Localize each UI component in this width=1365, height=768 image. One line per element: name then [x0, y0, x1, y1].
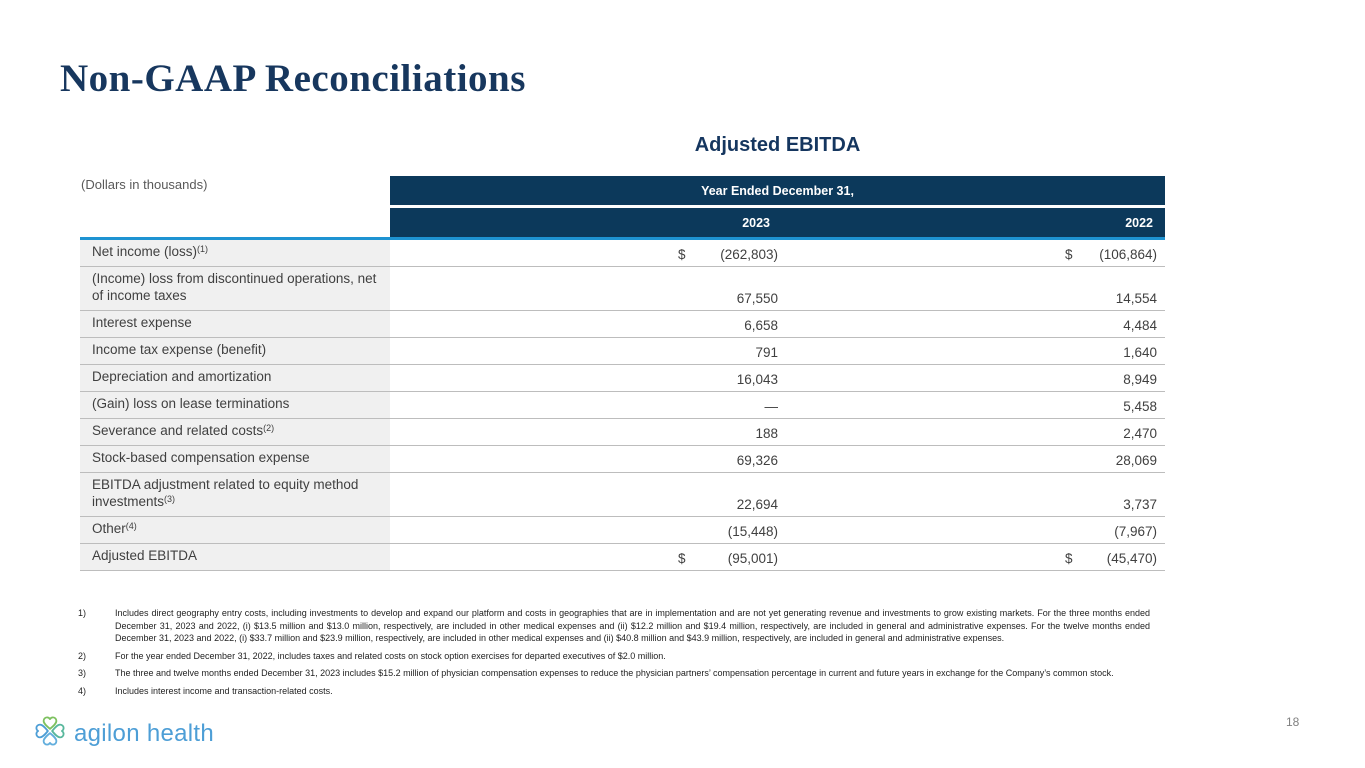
row-value-2022: $4,484: [1123, 318, 1157, 333]
footnote: 1) Includes direct geography entry costs…: [78, 607, 1150, 645]
table-header-columns: 2023 2022: [390, 208, 1165, 237]
accent-rule: [80, 237, 1165, 240]
row-value-2022: $28,069: [1115, 453, 1157, 468]
table-row: Other(4) $(15,448) $(7,967): [80, 517, 1165, 544]
page-title: Non-GAAP Reconciliations: [60, 57, 526, 100]
dollar-sign: $: [678, 551, 686, 566]
row-value-2023: $188: [755, 426, 778, 441]
footnote-ref: (2): [263, 423, 275, 433]
table-row: (Income) loss from discontinued operatio…: [80, 267, 1165, 311]
footnote-number: 2): [78, 650, 87, 661]
row-label: Severance and related costs(2): [80, 419, 390, 445]
table-row: Adjusted EBITDA $ (95,001) $ (45,470): [80, 544, 1165, 571]
footnote: 3) The three and twelve months ended Dec…: [78, 667, 1150, 680]
row-value-2023: $(15,448): [727, 524, 778, 539]
table-row: Income tax expense (benefit) $791 $1,640: [80, 338, 1165, 365]
column-header-2023: 2023: [742, 215, 770, 230]
row-value-2023: $16,043: [736, 372, 778, 387]
row-value-2022: $(7,967): [1114, 524, 1157, 539]
row-value-2022: $2,470: [1123, 426, 1157, 441]
row-value-2023: $6,658: [744, 318, 778, 333]
row-value-2023: $791: [755, 345, 778, 360]
row-value-2022: $8,949: [1123, 372, 1157, 387]
table-row: Interest expense $6,658 $4,484: [80, 311, 1165, 338]
row-value-2022: $ (45,470): [1065, 551, 1157, 566]
units-note: (Dollars in thousands): [81, 177, 208, 192]
row-label: Stock-based compensation expense: [80, 446, 390, 472]
logo: agilon health: [33, 714, 214, 753]
page-number: 18: [1286, 715, 1300, 729]
row-value-2022: $ (106,864): [1065, 247, 1157, 262]
table-body: Net income (loss)(1) $ (262,803) $ (106,86…: [80, 240, 1165, 571]
row-value-2022: $1,640: [1123, 345, 1157, 360]
row-value-2023: $ (95,001): [678, 551, 778, 566]
footnote-ref: (3): [164, 494, 176, 504]
row-label: Other(4): [80, 517, 390, 543]
table-row: (Gain) loss on lease terminations $— $5,…: [80, 392, 1165, 419]
footnote-text: For the year ended December 31, 2022, in…: [115, 650, 666, 661]
row-label: Income tax expense (benefit): [80, 338, 390, 364]
footnote: 2) For the year ended December 31, 2022,…: [78, 650, 1150, 663]
dollar-sign: $: [1065, 551, 1073, 566]
table-row: Depreciation and amortization $16,043 $8…: [80, 365, 1165, 392]
table-title: Adjusted EBITDA: [694, 134, 861, 156]
row-value-2023: $—: [764, 399, 779, 414]
table-row: EBITDA adjustment related to equity meth…: [80, 473, 1165, 517]
table-header-group: Year Ended December 31,: [390, 176, 1165, 205]
footnote: 4) Includes interest income and transact…: [78, 685, 1150, 698]
footnote-text: Includes interest income and transaction…: [115, 685, 333, 696]
row-value-2023: $22,694: [736, 497, 778, 512]
table-row: Net income (loss)(1) $ (262,803) $ (106,86…: [80, 240, 1165, 267]
row-label: EBITDA adjustment related to equity meth…: [80, 473, 390, 516]
row-label: Adjusted EBITDA: [80, 544, 390, 570]
footnote-number: 4): [78, 685, 87, 696]
footnotes: 1) Includes direct geography entry costs…: [78, 607, 1150, 702]
row-value-2022: $3,737: [1123, 497, 1157, 512]
adjusted-ebitda-table: Year Ended December 31, 2023 2022 Net in…: [80, 176, 1165, 571]
row-label: Interest expense: [80, 311, 390, 337]
row-label: (Income) loss from discontinued operatio…: [80, 267, 390, 310]
row-value-2023: $69,326: [736, 453, 778, 468]
footnote-number: 1): [78, 608, 87, 618]
dollar-sign: $: [1065, 247, 1073, 262]
row-value-2022: $14,554: [1115, 291, 1157, 306]
row-label: Depreciation and amortization: [80, 365, 390, 391]
row-label: Net income (loss)(1): [80, 240, 390, 266]
row-value-2023: $ (262,803): [678, 247, 778, 262]
agilon-clover-icon: [33, 714, 67, 753]
footnote-ref: (4): [125, 521, 137, 531]
table-row: Severance and related costs(2) $188 $2,4…: [80, 419, 1165, 446]
column-header-2022: 2022: [1125, 215, 1153, 230]
table-row: Stock-based compensation expense $69,326…: [80, 446, 1165, 473]
header-group-label: Year Ended December 31,: [701, 183, 854, 198]
footnote-number: 3): [78, 668, 87, 678]
footnote-text: Includes direct geography entry costs, i…: [115, 608, 1150, 643]
footnote-text: The three and twelve months ended Decemb…: [115, 668, 1114, 678]
dollar-sign: $: [678, 247, 686, 262]
row-value-2023: $67,550: [736, 291, 778, 306]
footnote-ref: (1): [197, 244, 209, 254]
logo-wordmark: agilon health: [74, 719, 215, 747]
row-value-2022: $5,458: [1123, 399, 1157, 414]
row-label: (Gain) loss on lease terminations: [80, 392, 390, 418]
